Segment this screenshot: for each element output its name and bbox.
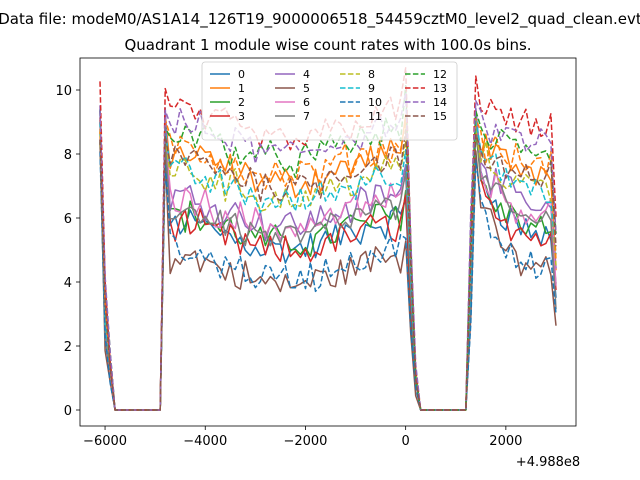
chart-title: Quadrant 1 module wise count rates with … (124, 36, 531, 54)
x-tick-label: 0 (402, 434, 410, 449)
y-tick-label: 2 (64, 340, 72, 355)
series-line-10 (99, 151, 557, 411)
legend-label-6: 6 (303, 96, 310, 109)
y-tick-label: 10 (55, 84, 72, 99)
legend-box (201, 61, 458, 141)
series-line-8 (99, 130, 557, 411)
legend-label-4: 4 (303, 68, 310, 81)
series-line-15 (99, 129, 557, 411)
series-line-7 (99, 121, 557, 411)
figure-suptitle: Data file: modeM0/AS1A14_126T19_90000065… (0, 10, 640, 29)
legend-label-3: 3 (238, 110, 245, 123)
y-tick-label: 4 (64, 276, 72, 291)
legend-label-9: 9 (368, 82, 375, 95)
legend-label-1: 1 (238, 82, 245, 95)
legend-label-7: 7 (303, 110, 310, 123)
legend-label-5: 5 (303, 82, 310, 95)
legend-label-10: 10 (368, 96, 382, 109)
y-tick-label: 0 (64, 404, 72, 419)
y-tick-label: 8 (64, 148, 72, 163)
legend-label-15: 15 (433, 110, 447, 123)
legend-label-8: 8 (368, 68, 375, 81)
legend-label-2: 2 (238, 96, 245, 109)
x-tick-label: −4000 (183, 434, 227, 449)
x-tick-label: −6000 (83, 434, 127, 449)
x-tick-label: −2000 (283, 434, 327, 449)
plot-frame (79, 57, 577, 427)
x-axis-offset-label: +4.988e8 (516, 455, 580, 470)
legend-label-11: 11 (368, 110, 382, 123)
legend-label-12: 12 (433, 68, 447, 81)
series-line-14 (99, 92, 557, 411)
series-line-11 (99, 118, 557, 411)
legend-label-14: 14 (433, 96, 447, 109)
legend-label-0: 0 (238, 68, 245, 81)
legend-label-13: 13 (433, 82, 447, 95)
x-tick-label: 2000 (489, 434, 522, 449)
y-tick-label: 6 (64, 212, 72, 227)
series-layer (99, 67, 557, 411)
